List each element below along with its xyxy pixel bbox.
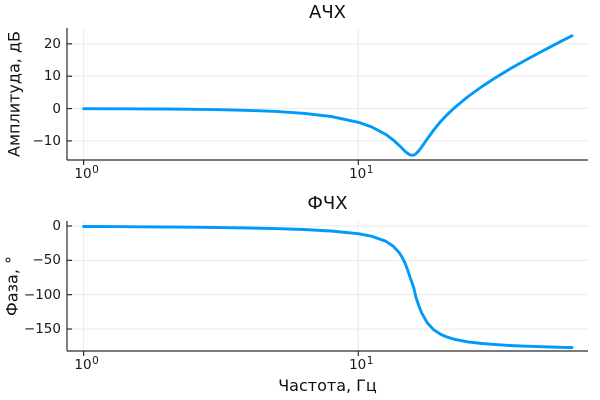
x-tick-label: 100 xyxy=(74,164,99,182)
y-tick-label: 10 xyxy=(43,68,61,85)
y-tick-label: −50 xyxy=(32,252,62,269)
x-tick-label: 100 xyxy=(74,355,99,373)
phase-plot-title: ФЧХ xyxy=(307,193,348,214)
x-tick-exponent: 0 xyxy=(92,164,99,176)
x-tick-label: 101 xyxy=(349,355,374,373)
y-tick-label: 20 xyxy=(43,35,61,52)
x-tick-base: 10 xyxy=(349,166,367,182)
frequency-x-axis-label: Частота, Гц xyxy=(278,376,377,395)
y-tick-label: −10 xyxy=(32,132,62,149)
x-tick-label: 101 xyxy=(349,164,374,182)
x-tick-base: 10 xyxy=(349,357,367,373)
y-tick-label: 0 xyxy=(52,100,61,117)
y-tick-label: −100 xyxy=(23,286,61,303)
x-tick-base: 10 xyxy=(74,357,92,373)
x-tick-exponent: 0 xyxy=(92,355,99,367)
y-tick-label: −150 xyxy=(23,321,61,338)
magnitude-curve xyxy=(82,34,574,157)
amplitude-plot-title: АЧХ xyxy=(309,2,346,23)
y-tick-label: 0 xyxy=(52,218,61,234)
phase-curve xyxy=(82,225,574,349)
x-tick-exponent: 1 xyxy=(366,355,374,367)
x-tick-exponent: 1 xyxy=(366,164,374,176)
x-tick-base: 10 xyxy=(74,166,92,182)
